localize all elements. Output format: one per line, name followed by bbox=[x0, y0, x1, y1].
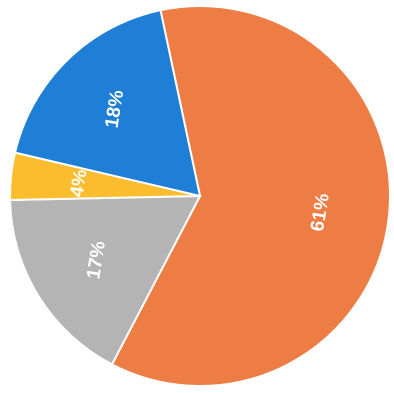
pie-labels: 61%17%4%18% bbox=[67, 89, 334, 281]
pie-slice-61-percent bbox=[110, 5, 391, 387]
pie-slices bbox=[9, 5, 391, 387]
pie-slice-17-percent bbox=[9, 194, 202, 366]
pie-slice-18-percent bbox=[13, 8, 202, 198]
pie-label-4-percent: 4% bbox=[67, 168, 92, 199]
